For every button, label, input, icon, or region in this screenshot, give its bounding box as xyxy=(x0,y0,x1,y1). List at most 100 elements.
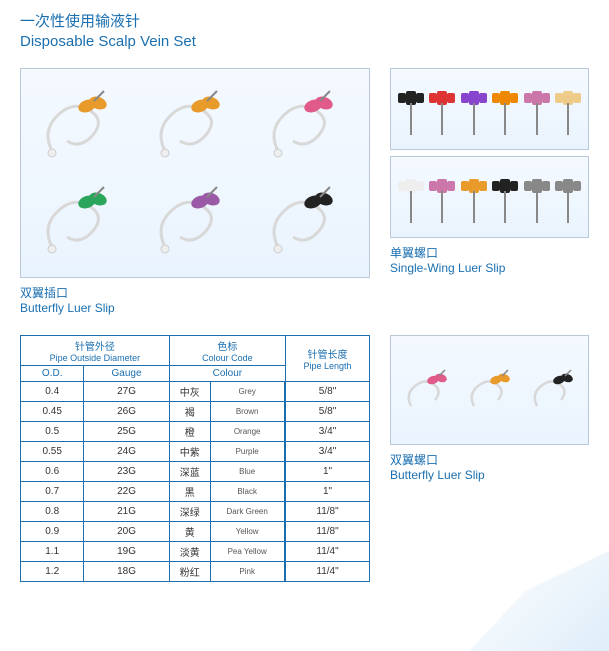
vein-set-item-small xyxy=(525,362,581,418)
side2-caption-cn: 单翼螺口 xyxy=(390,244,589,261)
needle-item xyxy=(492,81,518,137)
needle-row xyxy=(395,79,584,139)
cell-od: 1.2 xyxy=(21,562,84,582)
vein-set-item-small xyxy=(462,362,518,418)
vein-set-item xyxy=(258,81,358,169)
cell-od: 0.5 xyxy=(21,422,84,442)
cell-color-en: Dark Green xyxy=(210,502,284,522)
cell-gauge: 26G xyxy=(84,402,169,422)
cell-length: 11/8" xyxy=(286,502,370,522)
cell-od: 0.55 xyxy=(21,442,84,462)
cell-color-cn: 中灰 xyxy=(169,382,210,402)
cell-gauge: 23G xyxy=(84,462,169,482)
cell-gauge: 19G xyxy=(84,542,169,562)
cell-color-cn: 褐 xyxy=(169,402,210,422)
table-row: 0.920G黄Yellow11/8" xyxy=(21,522,370,542)
vein-set-item xyxy=(145,177,245,265)
cell-color-cn: 淡黄 xyxy=(169,542,210,562)
cell-length: 11/4" xyxy=(286,542,370,562)
cell-od: 1.1 xyxy=(21,542,84,562)
table-row: 0.5524G中紫Purple3/4" xyxy=(21,442,370,462)
th-color-cn: 色标 xyxy=(173,338,282,353)
needle-item xyxy=(524,169,550,225)
cell-color-cn: 橙 xyxy=(169,422,210,442)
cell-gauge: 27G xyxy=(84,382,169,402)
vein-set-item-small xyxy=(399,362,455,418)
vein-set-item xyxy=(32,177,132,265)
cell-length: 11/8" xyxy=(286,522,370,542)
cell-color-cn: 中紫 xyxy=(169,442,210,462)
th-len-cn: 针管长度 xyxy=(289,346,366,361)
th-diam-cn: 针管外径 xyxy=(24,338,166,353)
top-row: 双翼插口 Butterfly Luer Slip 单翼螺口 Single-Win… xyxy=(20,68,589,325)
needle-item xyxy=(492,169,518,225)
needle-row xyxy=(395,167,584,227)
vein-set-item xyxy=(32,81,132,169)
main-panel: 双翼插口 Butterfly Luer Slip xyxy=(20,68,370,325)
page-title-cn: 一次性使用输液针 xyxy=(20,10,589,31)
cell-length: 3/4" xyxy=(286,422,370,442)
cell-length: 1" xyxy=(286,482,370,502)
cell-color-cn: 黄 xyxy=(169,522,210,542)
cell-color-en: Grey xyxy=(210,382,284,402)
needle-item xyxy=(398,169,424,225)
vein-set-item xyxy=(258,177,358,265)
side-image-box-2 xyxy=(390,156,589,238)
cell-length: 1" xyxy=(286,462,370,482)
cell-od: 0.7 xyxy=(21,482,84,502)
th-diameter: 针管外径 Pipe Outside Diameter xyxy=(21,336,170,366)
table-row: 0.525G橙Orange3/4" xyxy=(21,422,370,442)
cell-color-cn: 深绿 xyxy=(169,502,210,522)
needle-item xyxy=(461,169,487,225)
cell-color-en: Pink xyxy=(210,562,284,582)
cell-color-cn: 黑 xyxy=(169,482,210,502)
spec-table-body: 0.427G中灰Grey5/8"0.4526G褐Brown5/8"0.525G橙… xyxy=(21,382,370,582)
main-caption-cn: 双翼插口 xyxy=(20,284,370,301)
table-row: 0.722G黑Black1" xyxy=(21,482,370,502)
th-len-en: Pipe Length xyxy=(289,361,366,371)
cell-od: 0.4 xyxy=(21,382,84,402)
cell-length: 11/4" xyxy=(286,562,370,582)
cell-color-en: Orange xyxy=(210,422,284,442)
cell-gauge: 21G xyxy=(84,502,169,522)
needle-item xyxy=(398,81,424,137)
cell-color-en: Brown xyxy=(210,402,284,422)
side-image-box-3 xyxy=(390,335,589,445)
main-caption-en: Butterfly Luer Slip xyxy=(20,301,370,315)
mid-row: 针管外径 Pipe Outside Diameter 色标 Colour Cod… xyxy=(20,335,589,582)
needle-item xyxy=(429,169,455,225)
needle-item xyxy=(461,81,487,137)
spec-table: 针管外径 Pipe Outside Diameter 色标 Colour Cod… xyxy=(20,335,370,582)
table-row: 1.218G粉红Pink11/4" xyxy=(21,562,370,582)
side3-caption-en: Butterfly Luer Slip xyxy=(390,468,589,482)
page-title-en: Disposable Scalp Vein Set xyxy=(20,33,589,50)
cell-gauge: 22G xyxy=(84,482,169,502)
th-colour: Colour xyxy=(169,366,285,382)
needle-item xyxy=(429,81,455,137)
cell-length: 5/8" xyxy=(286,382,370,402)
th-gauge: Gauge xyxy=(84,366,169,382)
cell-color-en: Black xyxy=(210,482,284,502)
cell-od: 0.6 xyxy=(21,462,84,482)
cell-color-en: Purple xyxy=(210,442,284,462)
table-row: 0.427G中灰Grey5/8" xyxy=(21,382,370,402)
side-bottom: 双翼螺口 Butterfly Luer Slip xyxy=(390,335,589,492)
needle-item xyxy=(555,81,581,137)
cell-color-en: Blue xyxy=(210,462,284,482)
cell-color-cn: 深蓝 xyxy=(169,462,210,482)
th-color-en: Colour Code xyxy=(173,353,282,363)
side2-caption-en: Single-Wing Luer Slip xyxy=(390,261,589,275)
th-length: 针管长度 Pipe Length xyxy=(286,336,370,382)
side-panel: 单翼螺口 Single-Wing Luer Slip xyxy=(390,68,589,285)
vein-set-item xyxy=(145,81,245,169)
table-row: 0.821G深绿Dark Green11/8" xyxy=(21,502,370,522)
cell-color-en: Yellow xyxy=(210,522,284,542)
cell-gauge: 25G xyxy=(84,422,169,442)
cell-length: 3/4" xyxy=(286,442,370,462)
th-color: 色标 Colour Code xyxy=(169,336,285,366)
side3-caption-cn: 双翼螺口 xyxy=(390,451,589,468)
main-image-box xyxy=(20,68,370,278)
cell-od: 0.45 xyxy=(21,402,84,422)
table-row: 0.4526G褐Brown5/8" xyxy=(21,402,370,422)
cell-color-en: Pea Yellow xyxy=(210,542,284,562)
